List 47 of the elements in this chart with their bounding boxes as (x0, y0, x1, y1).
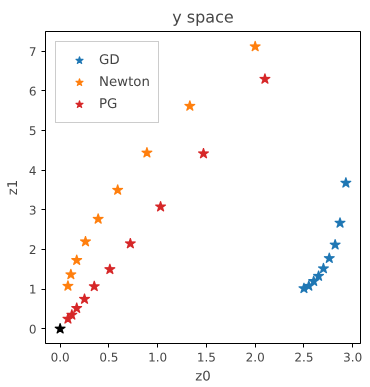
legend-label: PG (99, 96, 118, 112)
point (184, 100, 196, 111)
y-tick-label: 0 (28, 322, 37, 336)
x-tick-label: 1.0 (148, 350, 168, 364)
point (112, 184, 124, 196)
x-tick-label: 2.0 (246, 350, 265, 364)
y-tick-label: 4 (28, 164, 37, 178)
point (154, 200, 166, 212)
point (62, 280, 74, 291)
point (141, 146, 153, 158)
x-tick-label: 1.5 (196, 350, 216, 364)
y-tick-label: 1 (28, 282, 37, 297)
point (324, 252, 336, 264)
x-tick-label: 0.5 (99, 350, 118, 364)
y-tick-label: 6 (28, 84, 37, 98)
point (259, 73, 271, 84)
point (340, 176, 352, 188)
y-tick-label: 7 (28, 44, 37, 59)
x-axis-title: z0 (195, 370, 211, 384)
point (334, 216, 346, 228)
point (70, 302, 82, 314)
point (54, 322, 66, 334)
x-tick-label: 0.0 (50, 350, 70, 364)
y-tick-label: 5 (28, 124, 37, 138)
point (66, 308, 78, 320)
y-tick-label: 2 (28, 243, 37, 258)
point (312, 270, 324, 282)
point (249, 40, 261, 52)
point (198, 148, 210, 159)
chart-title: y space (172, 8, 234, 26)
point (124, 238, 136, 249)
point (65, 268, 77, 280)
point (88, 280, 100, 292)
point (80, 236, 92, 247)
legend-label: Newton (99, 74, 150, 90)
point (308, 275, 320, 286)
point (92, 213, 104, 224)
point (329, 238, 341, 250)
y-axis-title: z1 (6, 180, 21, 196)
point (70, 254, 82, 266)
point (318, 262, 330, 274)
x-tick-label: 3.0 (343, 350, 362, 364)
x-tick-label: 2.5 (294, 350, 314, 364)
y-tick-label: 3 (28, 203, 37, 218)
point (104, 263, 116, 274)
legend-label: GD (99, 52, 120, 68)
point (78, 293, 90, 304)
